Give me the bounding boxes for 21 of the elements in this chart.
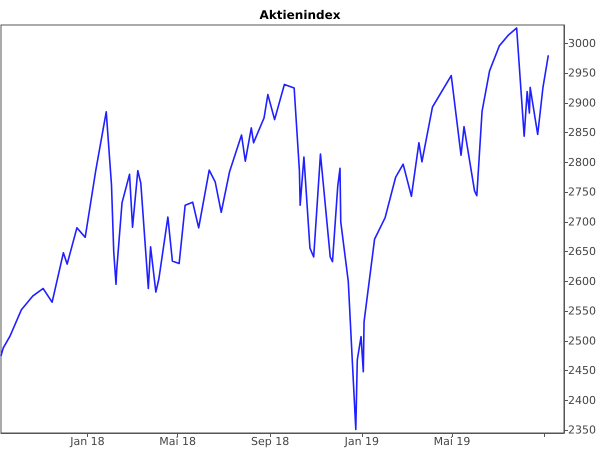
y-tick-label: 2550 [568,304,596,318]
y-tick-label: 3000 [568,36,596,50]
y-tick-label: 2450 [568,364,596,378]
y-tick-label: 2350 [568,424,596,437]
chart-title: Aktienindex [260,8,341,22]
y-tick-label: 2650 [568,245,596,258]
line-series [0,27,550,430]
y-tick-label: 2400 [568,394,596,407]
x-tick-label: Mai 18 [159,435,196,448]
x-tick-label: Jan 18 [69,435,105,448]
y-tick-label: 2950 [568,66,596,80]
y-tick-label: 2700 [568,215,596,228]
y-tick-label: 2900 [568,96,596,110]
y-tick-label: 2500 [568,334,596,348]
x-tick-label: Jan 19 [344,435,380,448]
y-tick-label: 2800 [568,156,596,169]
y-tick-label: 2850 [568,126,596,140]
x-tick-label: Mai 19 [434,435,470,448]
x-tick-label: Sep 18 [250,435,290,448]
y-tick-label: 2600 [568,274,596,288]
y-tick-label: 2750 [568,186,596,199]
